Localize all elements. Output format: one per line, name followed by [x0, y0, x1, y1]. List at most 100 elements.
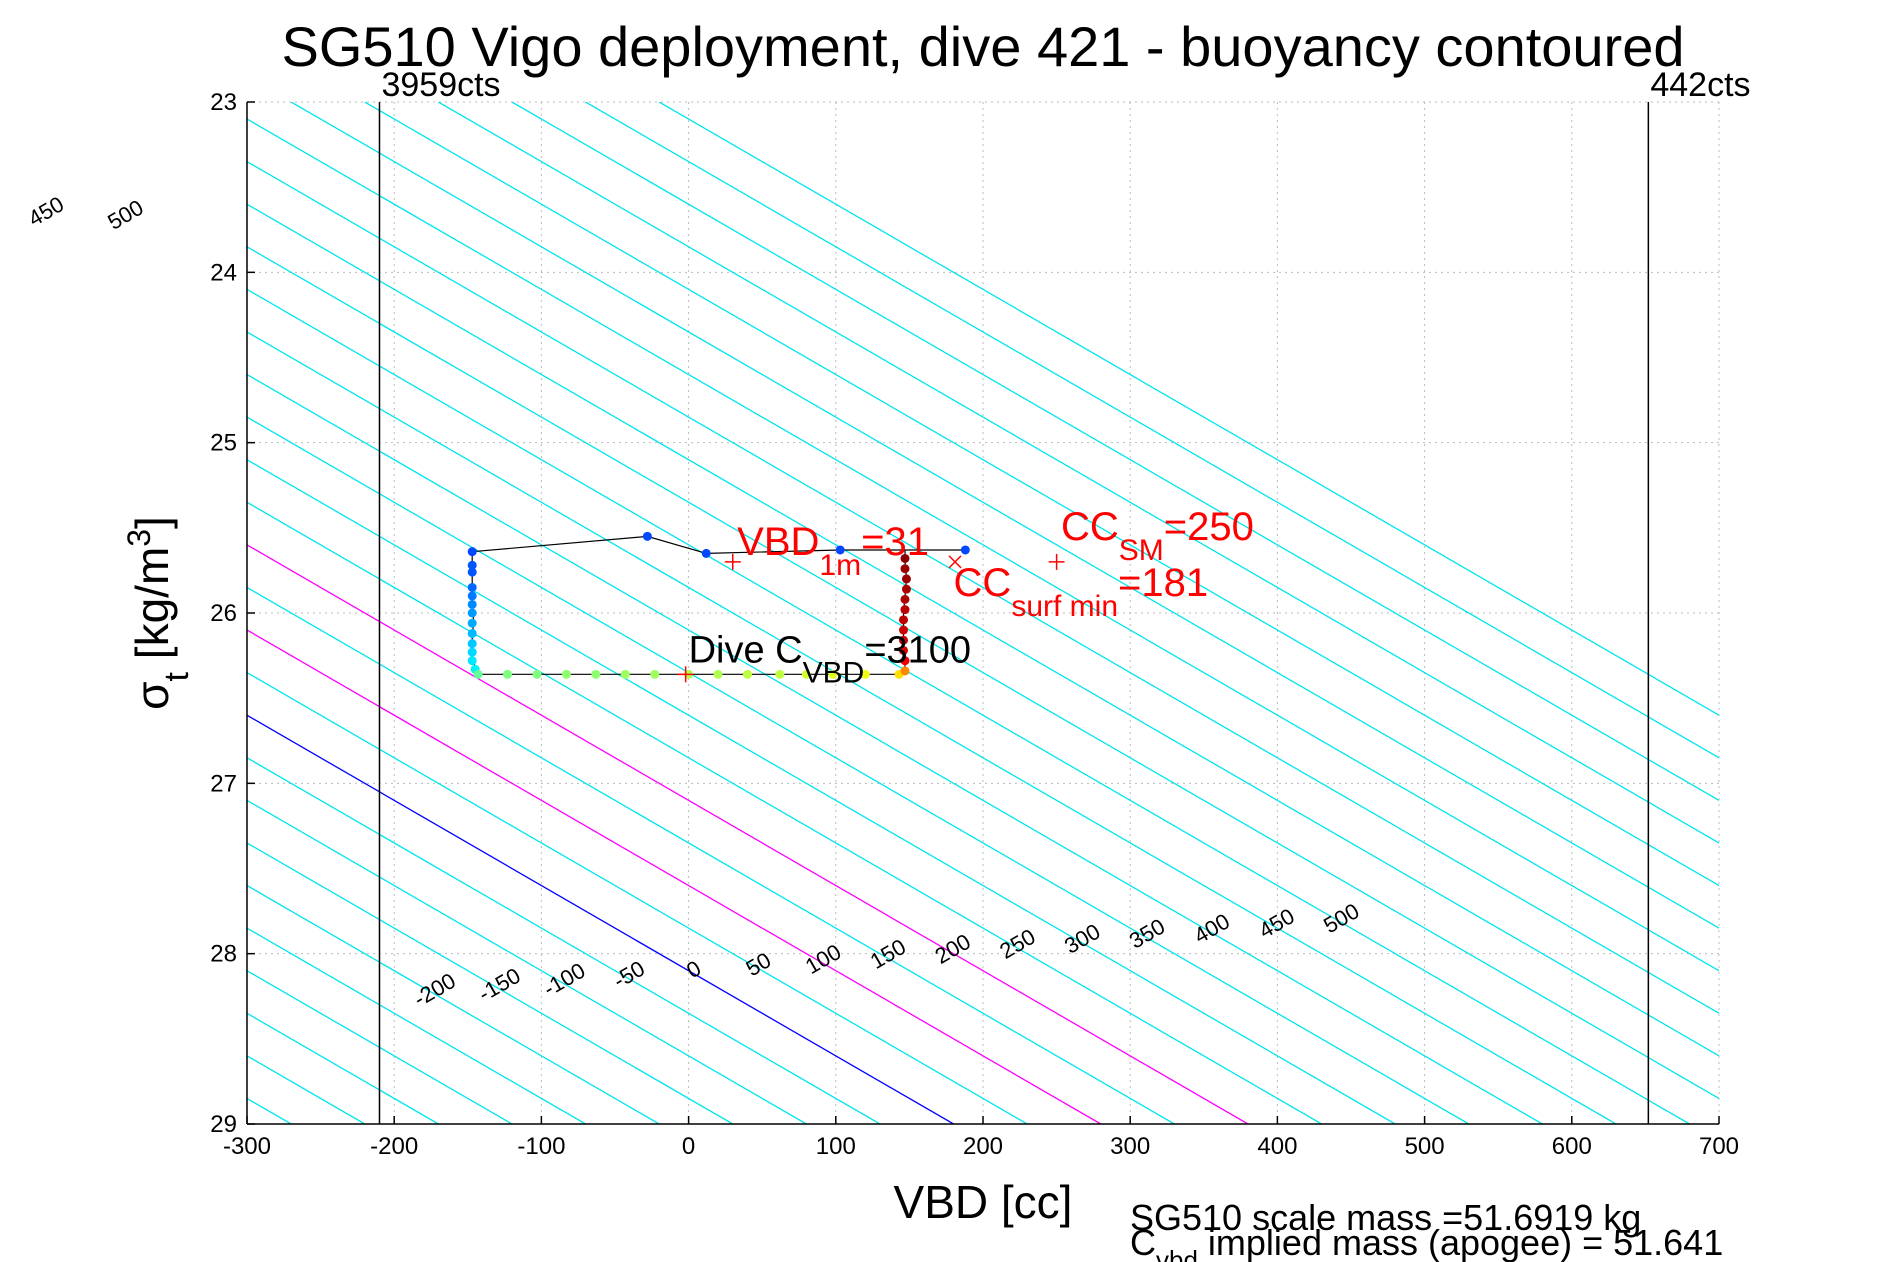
contour-line [658, 102, 1719, 716]
data-point [900, 656, 910, 666]
data-point [899, 635, 909, 645]
data-point [899, 625, 909, 635]
contour-line [247, 288, 1690, 1124]
y-tick-label: 29 [210, 1111, 237, 1138]
data-point [901, 584, 911, 594]
annotation-cc-sm: CCSM=250 [1061, 505, 1254, 567]
y-axis-ticks: 23 24 25 26 27 28 29 [210, 89, 255, 1138]
contour-line [247, 544, 1249, 1124]
x-tick-label: 400 [1257, 1133, 1297, 1160]
y-tick-label: 24 [210, 259, 237, 286]
contour-label: 500 [103, 195, 147, 235]
data-point [828, 669, 838, 679]
data-point [900, 666, 910, 676]
x-axis-ticks: -300 -200 -100 0 100 200 300 400 500 600 700 [223, 1116, 1739, 1160]
data-point [467, 591, 477, 601]
data-point [835, 545, 845, 555]
vbd-limit-label: 442cts [1650, 66, 1750, 104]
x-tick-label: 600 [1552, 1133, 1592, 1160]
footer-implied-mass: Cvbd implied mass (apogee) = 51.641 [1130, 1222, 1723, 1262]
x-axis-label: VBD [cc] [894, 1176, 1073, 1228]
data-point [532, 669, 542, 679]
contour-line [247, 501, 1322, 1124]
x-tick-label: -100 [517, 1133, 565, 1160]
data-point [467, 608, 477, 618]
y-tick-label: 23 [210, 89, 237, 116]
data-point [860, 669, 870, 679]
data-point [900, 605, 910, 615]
annotation-dive-cvbd: Dive CVBD=3100 [689, 629, 971, 689]
data-point [899, 615, 909, 625]
x-tick-label: 700 [1699, 1133, 1739, 1160]
contour-line [247, 160, 1719, 1015]
footer-scale-mass: SG510 scale mass =51.6919 kg [1130, 1197, 1641, 1238]
y-tick-label: 26 [210, 600, 237, 627]
contour-line [247, 118, 1719, 972]
data-point [591, 669, 601, 679]
contour-line [247, 629, 1102, 1124]
data-point [642, 531, 652, 541]
data-point [620, 669, 630, 679]
data-point [801, 669, 811, 679]
contour-line [247, 927, 586, 1124]
data-point [467, 656, 477, 666]
contour-line [247, 586, 1175, 1124]
contour-line [247, 714, 954, 1124]
data-point [899, 645, 909, 655]
data-point [467, 628, 477, 638]
contour-line [247, 458, 1396, 1124]
contour-line [0, 102, 218, 1124]
grid-lines [247, 101, 1720, 1124]
vbd-limit-lines: 3959cts 442cts [378, 66, 1751, 1124]
vbd-limit-label: 3959cts [381, 66, 500, 104]
reference-markers [677, 553, 1065, 683]
annotation-cc-surf-min: CCsurf min=181 [954, 561, 1209, 623]
data-point [467, 599, 477, 609]
contour-line [247, 331, 1617, 1124]
contour-line [511, 102, 1719, 802]
chart-title: SG510 Vigo deployment, dive 421 - buoyan… [281, 15, 1684, 78]
contour-line [247, 671, 1028, 1124]
contour-line [247, 203, 1719, 1057]
dive-points [467, 531, 970, 679]
contour-line [0, 102, 70, 1124]
contour-line [364, 102, 1719, 887]
data-point [467, 618, 477, 628]
x-tick-label: -200 [370, 1133, 418, 1160]
x-tick-label: 500 [1405, 1133, 1445, 1160]
contour-line [247, 373, 1543, 1124]
data-point [467, 560, 477, 570]
x-tick-label: 300 [1110, 1133, 1150, 1160]
contour-line [247, 416, 1470, 1124]
data-point [960, 545, 970, 555]
contour-line [290, 102, 1719, 929]
data-point [467, 639, 477, 649]
contour-label: 450 [24, 191, 68, 231]
data-point [900, 594, 910, 604]
data-point [467, 547, 477, 557]
x-tick-label: 0 [682, 1133, 695, 1160]
contour-line [585, 102, 1719, 759]
cross-marker [948, 555, 962, 569]
x-tick-label: 200 [963, 1133, 1003, 1160]
data-point [901, 574, 911, 584]
data-point [775, 669, 785, 679]
data-point [742, 669, 752, 679]
contour-line [247, 884, 660, 1124]
x-tick-label: 100 [816, 1133, 856, 1160]
data-point [900, 564, 910, 574]
data-point [473, 669, 483, 679]
data-point [713, 669, 723, 679]
contour-line [247, 799, 807, 1124]
contour-line [0, 102, 144, 1124]
y-tick-label: 27 [210, 770, 237, 797]
data-point [650, 669, 660, 679]
x-tick-label: -300 [223, 1133, 271, 1160]
data-point [561, 669, 571, 679]
y-axis-label: σt [kg/m3] [121, 516, 196, 710]
buoyancy-contours [0, 102, 1719, 1124]
contour-line [247, 246, 1719, 1100]
data-point [467, 567, 477, 577]
